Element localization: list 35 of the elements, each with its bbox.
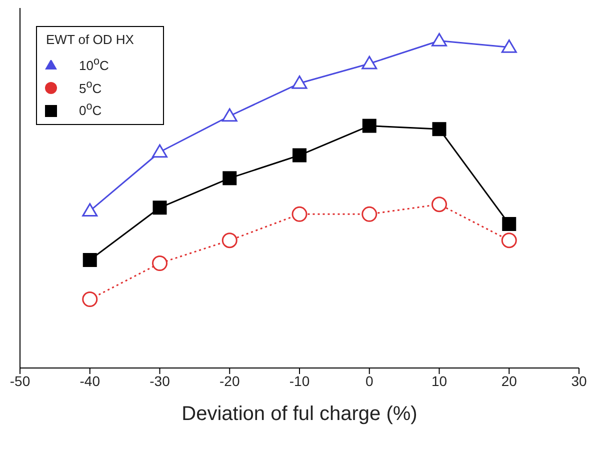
x-axis-title: Deviation of ful charge (%)	[182, 403, 418, 425]
point	[292, 76, 308, 89]
point	[82, 292, 98, 308]
x-tick-label: 20	[501, 372, 518, 389]
point	[501, 40, 517, 53]
x-tick-label: 30	[571, 372, 587, 389]
point	[362, 206, 378, 222]
point	[432, 196, 447, 212]
point	[222, 232, 238, 248]
point	[502, 217, 516, 231]
point	[82, 203, 98, 217]
point	[152, 200, 167, 215]
point	[362, 56, 378, 70]
x-tick-label: -10	[289, 372, 310, 389]
point	[432, 32, 447, 46]
legend-title: EWT of OD HX	[46, 32, 134, 47]
point	[222, 171, 237, 186]
x-tick-label: -40	[80, 372, 100, 389]
x-tick-label: 0	[365, 372, 374, 389]
point	[222, 108, 238, 122]
point	[362, 118, 376, 133]
legend-label: 10$^{o}$C	[79, 56, 109, 74]
legend-label: 5$^{o}$C	[79, 78, 102, 96]
point	[82, 253, 97, 267]
point	[292, 148, 306, 162]
point	[432, 122, 446, 136]
x-tick-label: -20	[220, 372, 240, 389]
legend-label: 0$^{o}$C	[79, 100, 102, 118]
x-tick-label: -50	[10, 372, 30, 389]
point	[152, 256, 168, 272]
point	[501, 232, 517, 248]
point	[152, 144, 168, 158]
x-tick-label: -30	[150, 372, 170, 389]
point	[292, 206, 308, 222]
x-tick-label: 10	[431, 372, 448, 389]
